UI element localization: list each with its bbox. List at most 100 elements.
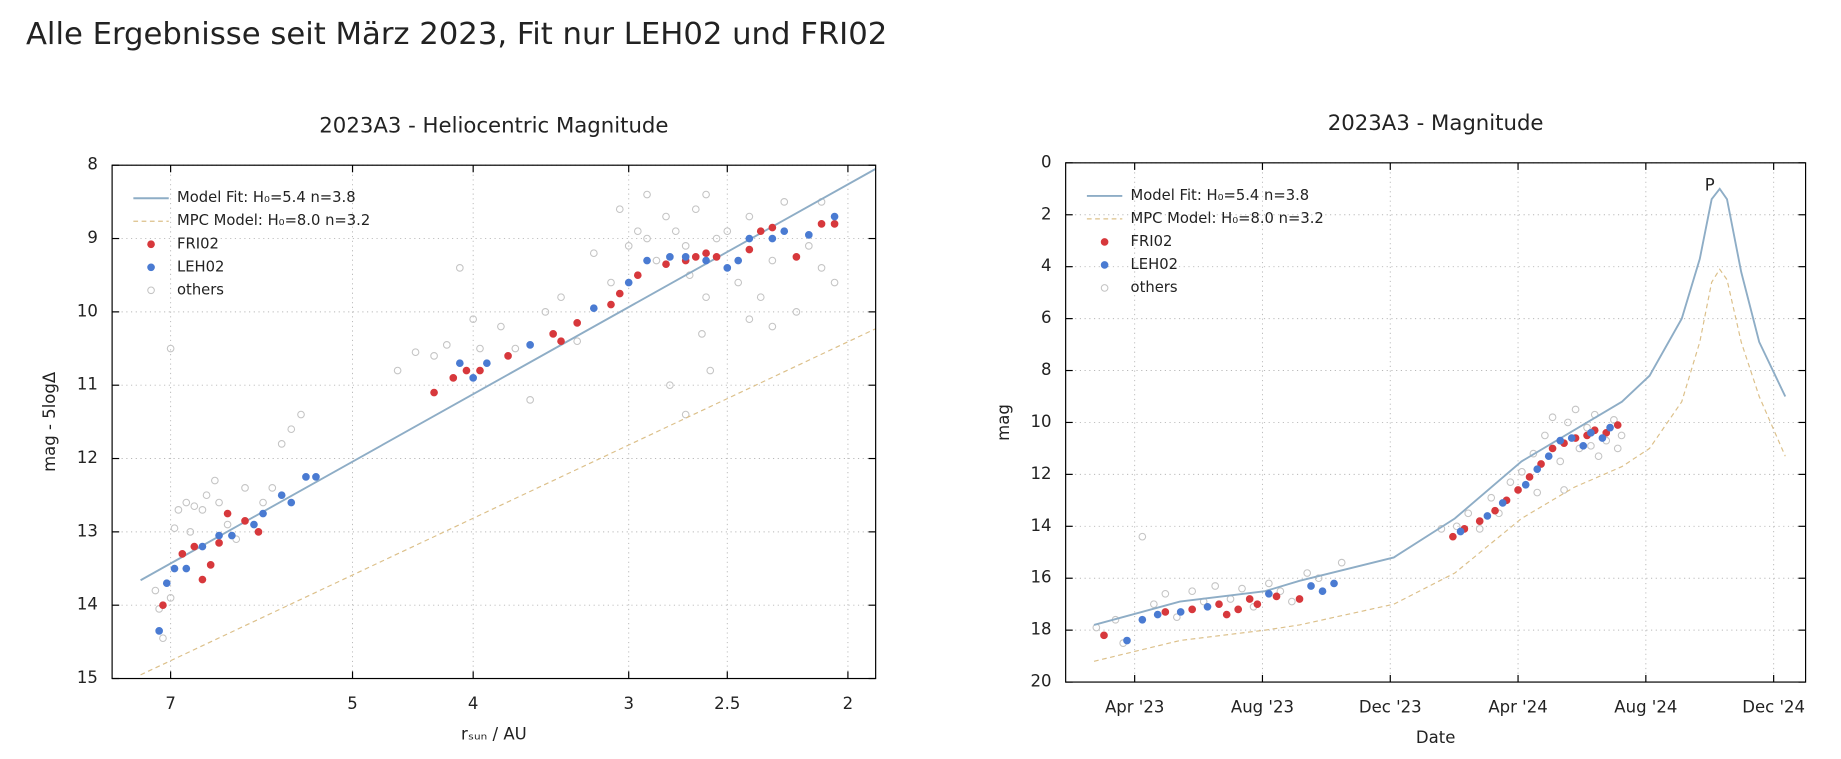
other-point (1276, 587, 1285, 596)
point (1222, 610, 1231, 619)
x-tick-label: Aug '23 (1231, 698, 1294, 717)
point (1533, 465, 1542, 474)
x-tick-label: 7 (165, 694, 176, 713)
point (557, 337, 565, 346)
point (1245, 595, 1254, 603)
legend-marker (1100, 284, 1109, 292)
other-point (1571, 405, 1580, 414)
point (223, 509, 232, 518)
model-line (140, 168, 877, 582)
point (1176, 608, 1185, 616)
point (312, 473, 320, 481)
point (712, 253, 721, 261)
other-point (1211, 582, 1220, 590)
point (1318, 587, 1327, 596)
point (607, 300, 615, 309)
other-point (745, 212, 754, 221)
point (1537, 460, 1545, 468)
other-point (497, 322, 505, 331)
plot-frame (111, 164, 877, 680)
point (277, 491, 286, 500)
other-point (211, 476, 219, 485)
chart-title: 2023A3 - Magnitude (1328, 111, 1544, 136)
other-point (624, 242, 633, 250)
x-tick-label: Aug '24 (1614, 698, 1677, 717)
other-point (1475, 525, 1484, 533)
point (1307, 582, 1315, 590)
other-point (1161, 589, 1170, 598)
legend-label: FRI02 (177, 235, 219, 252)
y-tick-label: 11 (77, 375, 98, 394)
y-tick-label: 8 (87, 155, 98, 174)
legend-marker (147, 240, 155, 249)
point (1234, 605, 1243, 614)
legend-label: others (1131, 279, 1178, 296)
other-point (830, 278, 839, 287)
x-axis-label: rₛᵤₙ / AU (461, 725, 527, 744)
other-point (1452, 522, 1461, 531)
point (723, 264, 732, 272)
other-point (734, 278, 743, 287)
point (830, 220, 839, 228)
other-point (198, 506, 207, 514)
other-point (745, 315, 754, 324)
point (780, 227, 789, 236)
other-point (1487, 493, 1496, 502)
point (1613, 421, 1622, 429)
other-point (1173, 613, 1181, 621)
point (1138, 615, 1147, 624)
other-point (511, 344, 520, 353)
point (159, 601, 167, 610)
other-point (1149, 600, 1158, 609)
other-point (633, 227, 642, 236)
point (449, 374, 458, 382)
legend-marker (147, 263, 155, 272)
point (573, 319, 582, 327)
other-point (817, 264, 826, 272)
point (1215, 600, 1223, 609)
point (1521, 480, 1530, 489)
other-point (681, 410, 690, 419)
annotation: P (1705, 176, 1715, 195)
other-point (1314, 574, 1323, 583)
other-point (241, 484, 249, 492)
y-tick-label: 16 (1030, 568, 1051, 587)
point (734, 256, 743, 265)
point (624, 278, 633, 287)
y-tick-label: 10 (1030, 412, 1051, 431)
other-point (159, 634, 167, 643)
other-point (706, 366, 715, 375)
other-point (1464, 509, 1473, 518)
x-tick-label: 4 (468, 694, 479, 713)
model-line (140, 328, 876, 676)
legend-label: Model Fit: H₀=5.4 n=3.8 (1131, 187, 1310, 204)
other-point (268, 484, 277, 492)
other-point (681, 242, 690, 250)
y-tick-label: 14 (1030, 516, 1051, 535)
y-tick-label: 2 (1041, 204, 1052, 223)
x-tick-label: Apr '23 (1105, 698, 1164, 717)
other-point (202, 491, 211, 500)
point (745, 245, 754, 254)
other-point (557, 293, 565, 302)
y-tick-label: 12 (1030, 464, 1051, 483)
point (745, 234, 754, 243)
y-tick-label: 9 (87, 228, 98, 247)
point (1548, 444, 1557, 453)
point (302, 473, 310, 481)
other-point (190, 502, 199, 511)
other-point (1541, 431, 1549, 440)
other-point (1188, 587, 1197, 596)
y-tick-label: 15 (77, 668, 98, 687)
other-point (671, 227, 680, 236)
point (170, 564, 179, 573)
point (162, 579, 171, 588)
other-point (1533, 488, 1542, 497)
point (1491, 506, 1499, 515)
point (662, 260, 670, 269)
point (1475, 517, 1484, 525)
other-point (1564, 418, 1572, 427)
other-point (702, 293, 710, 302)
point (254, 528, 263, 536)
